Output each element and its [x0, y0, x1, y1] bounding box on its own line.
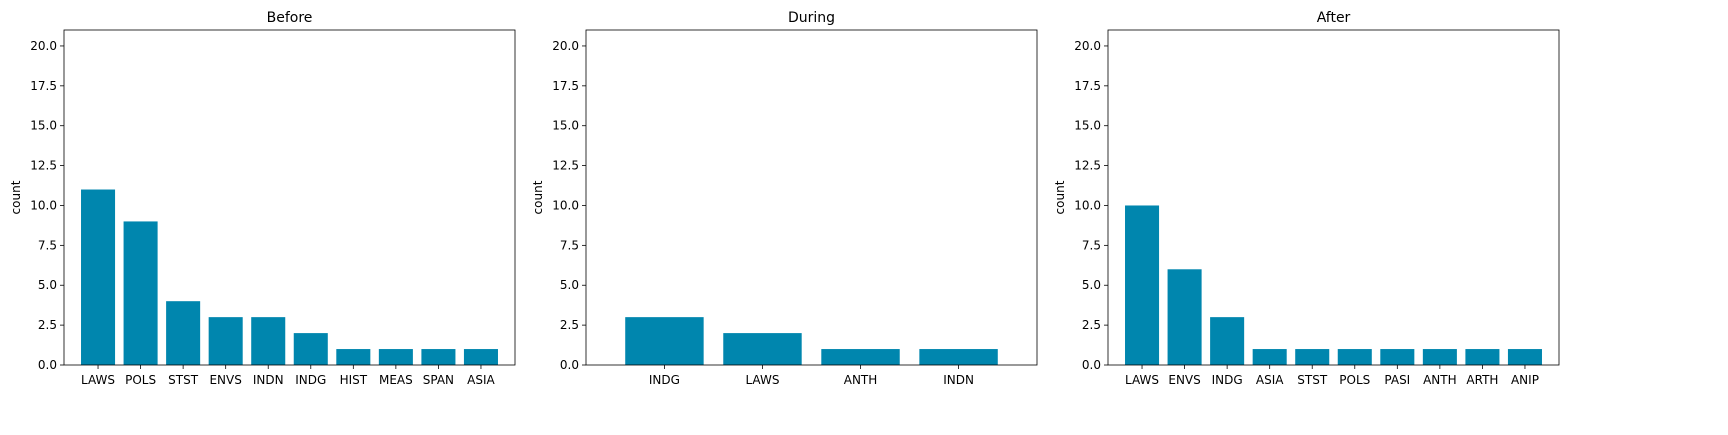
chart-panel-0: LAWS POLS STST ENVS INDN INDG HIST MEAS SPAN ASIA… [9, 10, 516, 387]
y-tick-label: 17.5 [552, 79, 579, 93]
y-tick-label: 2.5 [560, 318, 579, 332]
y-tick-label: 10.0 [552, 198, 579, 212]
y-tick-label: 0.0 [1082, 358, 1101, 372]
x-tick-label: STST [168, 373, 199, 387]
x-tick-label: SPAN [423, 373, 454, 387]
y-tick-label: 12.5 [30, 159, 57, 173]
x-tick-label: LAWS [1125, 373, 1159, 387]
x-tick-label: STST [1297, 373, 1328, 387]
y-tick-label: 5.0 [1082, 278, 1101, 292]
y-tick-label: 17.5 [1074, 79, 1101, 93]
x-tick-label: ASIA [467, 373, 495, 387]
x-tick-label: LAWS [81, 373, 115, 387]
y-tick-label: 2.5 [38, 318, 57, 332]
y-tick-label: 15.0 [552, 119, 579, 133]
chart-title: During [788, 10, 835, 26]
x-tick-label: HIST [340, 373, 368, 387]
bar-laws [81, 189, 116, 365]
bar-anth [821, 349, 900, 365]
bar-indg [1210, 317, 1245, 365]
x-tick-label: INDG [295, 373, 326, 387]
chart-title: Before [267, 10, 313, 26]
y-tick-label: 0.0 [560, 358, 579, 372]
y-tick-label: 5.0 [560, 278, 579, 292]
bar-pols [123, 221, 158, 365]
chart-panel-2: LAWS ENVS INDG ASIA STST POLS PASI ANTH ARTH ANIP… [1053, 10, 1560, 387]
x-tick-label: ARTH [1466, 373, 1498, 387]
y-tick-label: 5.0 [38, 278, 57, 292]
y-tick-label: 17.5 [30, 79, 57, 93]
x-tick-label: ENVS [209, 373, 241, 387]
x-tick-label: POLS [125, 373, 156, 387]
plot-frame [63, 29, 516, 366]
bar-stst [1295, 349, 1330, 365]
bar-pols [1337, 349, 1372, 365]
y-tick-label: 0.0 [38, 358, 57, 372]
x-tick-label: ASIA [1256, 373, 1284, 387]
bar-laws [723, 333, 802, 365]
plot-frame [1107, 29, 1560, 366]
x-tick-label: ANTH [1423, 373, 1457, 387]
y-tick-label: 10.0 [30, 198, 57, 212]
y-axis-label: count [9, 180, 23, 214]
y-tick-label: 20.0 [552, 39, 579, 53]
x-tick-label: PASI [1384, 373, 1410, 387]
chart-title: After [1317, 10, 1351, 26]
bar-indg [625, 317, 704, 365]
y-axis-label: count [531, 180, 545, 214]
plot-frame [585, 29, 1038, 366]
bar-arth [1465, 349, 1500, 365]
y-tick-label: 7.5 [560, 238, 579, 252]
y-tick-label: 20.0 [30, 39, 57, 53]
x-tick-label: LAWS [745, 373, 779, 387]
y-tick-label: 7.5 [38, 238, 57, 252]
x-tick-label: POLS [1339, 373, 1370, 387]
y-tick-label: 15.0 [30, 119, 57, 133]
x-tick-label: ANTH [844, 373, 878, 387]
bar-envs [208, 317, 243, 365]
bar-span [421, 349, 456, 365]
chart-panel-1: INDG LAWS ANTH INDN 0.0 2.5 5.0 7.5 10.0 12.5 15.0… [531, 10, 1038, 387]
bar-meas [378, 349, 413, 365]
x-tick-label: INDN [943, 373, 974, 387]
bar-indg [293, 333, 328, 365]
bar-anth [1422, 349, 1457, 365]
y-tick-label: 15.0 [1074, 119, 1101, 133]
bar-asia [1252, 349, 1287, 365]
bar-pasi [1380, 349, 1415, 365]
bar-indn [251, 317, 286, 365]
y-tick-label: 20.0 [1074, 39, 1101, 53]
y-tick-label: 10.0 [1074, 198, 1101, 212]
y-tick-label: 2.5 [1082, 318, 1101, 332]
bar-hist [336, 349, 371, 365]
x-tick-label: INDG [649, 373, 680, 387]
y-tick-label: 7.5 [1082, 238, 1101, 252]
bar-envs [1167, 269, 1202, 365]
x-tick-label: MEAS [379, 373, 413, 387]
bar-stst [166, 301, 201, 365]
y-tick-label: 12.5 [1074, 159, 1101, 173]
x-tick-label: INDG [1212, 373, 1243, 387]
x-tick-label: ANIP [1511, 373, 1539, 387]
bar-laws [1125, 205, 1160, 365]
bar-asia [463, 349, 498, 365]
y-axis-label: count [1053, 180, 1067, 214]
x-tick-label: ENVS [1168, 373, 1200, 387]
bar-indn [919, 349, 998, 365]
x-tick-label: INDN [253, 373, 284, 387]
bar-anip [1507, 349, 1542, 365]
y-tick-label: 12.5 [552, 159, 579, 173]
